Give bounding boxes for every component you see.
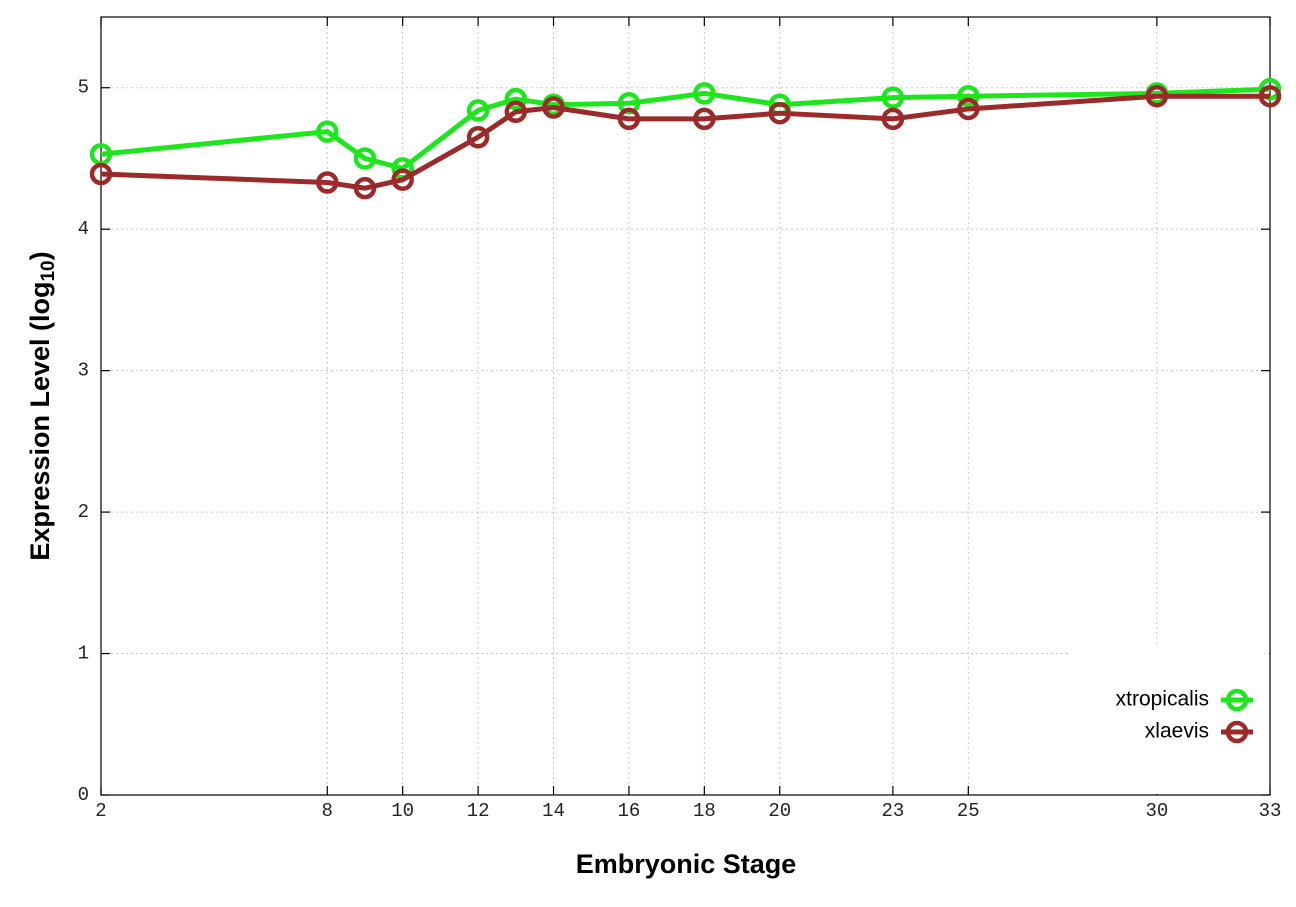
data-point — [617, 107, 641, 131]
y-tick-label: 0 — [78, 784, 89, 806]
y-tick-label: 1 — [78, 643, 89, 665]
x-tick-label: 12 — [467, 800, 490, 822]
x-tick-label: 30 — [1145, 800, 1168, 822]
x-tick-label: 25 — [957, 800, 980, 822]
data-point — [957, 84, 980, 108]
data-point — [693, 82, 716, 105]
y-tick-label: 5 — [78, 77, 89, 99]
data-point — [504, 87, 528, 111]
legend-marker — [1225, 688, 1249, 712]
legend-label: xtropicalis — [1116, 688, 1209, 711]
data-point — [881, 86, 905, 109]
x-axis-label: Embryonic Stage — [576, 849, 797, 879]
x-tick-label: 14 — [542, 800, 565, 822]
legend-marker — [1225, 720, 1249, 744]
data-point — [316, 120, 339, 143]
y-axis-label-text: Expression Level (log — [25, 282, 55, 561]
data-point — [391, 168, 414, 191]
data-point — [89, 162, 113, 186]
x-tick-label: 33 — [1259, 800, 1282, 822]
x-tick-label: 23 — [881, 800, 904, 822]
y-tick-label: 2 — [78, 501, 89, 523]
data-point — [617, 92, 641, 115]
x-tick-label: 2 — [95, 800, 106, 822]
data-point — [1145, 84, 1169, 108]
data-point — [881, 107, 905, 131]
data-point — [768, 101, 792, 125]
x-tick-label: 20 — [768, 800, 791, 822]
data-point — [466, 125, 490, 149]
data-point — [957, 97, 980, 121]
y-axis-label-suffix: ) — [25, 251, 55, 260]
data-point — [504, 100, 528, 124]
y-tick-label: 3 — [78, 360, 89, 382]
series-line — [100, 86, 1271, 171]
x-tick-label: 10 — [391, 800, 414, 822]
data-point — [542, 96, 565, 119]
plot-border — [100, 16, 1271, 796]
data-point — [316, 171, 339, 194]
y-axis-label-subscript: 10 — [38, 260, 59, 281]
data-point — [466, 99, 490, 122]
x-tick-label: 18 — [693, 800, 716, 822]
legend-background — [1070, 645, 1269, 794]
data-point — [693, 107, 716, 131]
y-tick-label: 4 — [78, 218, 89, 240]
x-tick-label: 8 — [322, 800, 333, 822]
data-point — [353, 176, 377, 200]
legend-label: xlaevis — [1145, 720, 1209, 743]
x-tick-label: 16 — [618, 800, 641, 822]
y-axis-label: Expression Level (log10) — [25, 251, 59, 560]
series-line — [100, 93, 1270, 191]
data-point — [353, 147, 377, 170]
data-point — [1258, 84, 1282, 108]
